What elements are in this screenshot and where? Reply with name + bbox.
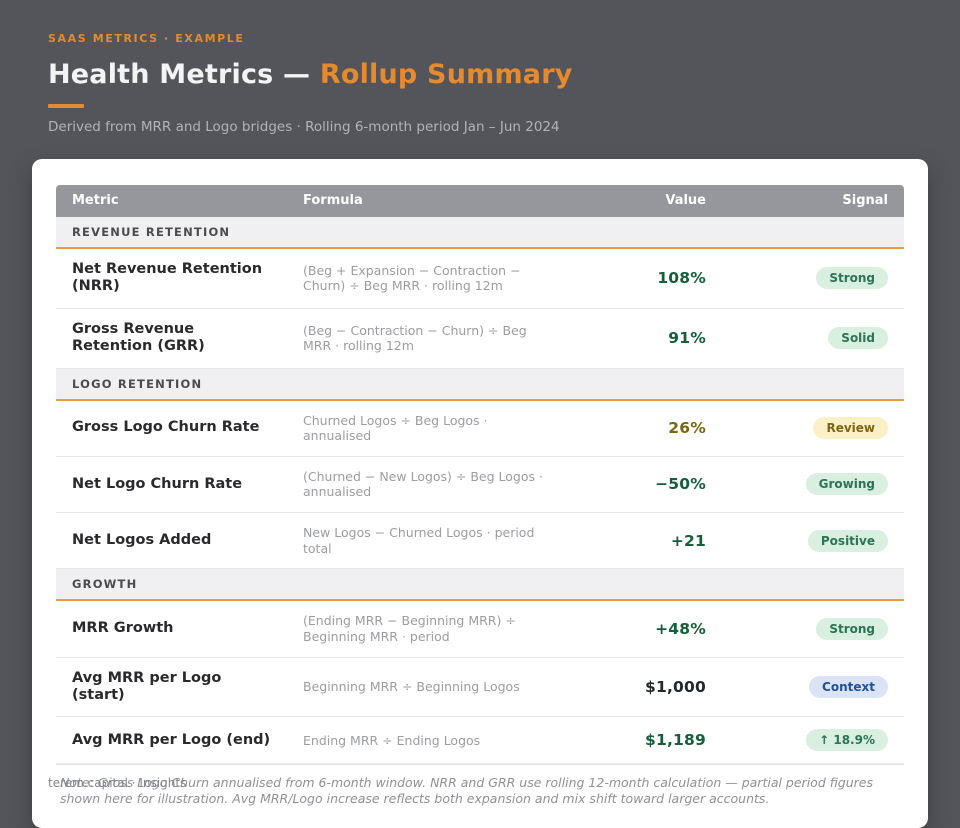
- metric-value: $1,000: [602, 657, 722, 718]
- metric-formula: (Beg + Expansion − Contraction − Churn) …: [287, 248, 602, 309]
- metric-name: Net Logos Added: [56, 512, 287, 570]
- column-header-signal: Signal: [722, 185, 904, 217]
- metric-formula: (Beg − Contraction − Churn) ÷ Beg MRR · …: [287, 308, 602, 369]
- table-row-avg-mrr-end: Avg MRR per Logo (end) Ending MRR ÷ Endi…: [56, 716, 904, 765]
- status-badge: Context: [809, 675, 888, 698]
- metric-value: −50%: [602, 456, 722, 514]
- table-row-avg-mrr-start: Avg MRR per Logo (start) Beginning MRR ÷…: [56, 657, 904, 718]
- footer-brand: terem.capital · Insights: [48, 776, 187, 790]
- metrics-card: Metric Formula Value Signal REVENUE RETE…: [32, 159, 928, 828]
- metric-name: Net Logo Churn Rate: [56, 456, 287, 514]
- signal-cell: Solid: [722, 308, 904, 369]
- table-row-mrr-growth: MRR Growth (Ending MRR − Beginning MRR) …: [56, 600, 904, 658]
- metric-name: Gross Revenue Retention (GRR): [56, 308, 287, 369]
- metric-name: Avg MRR per Logo (start): [56, 657, 287, 718]
- table-row-grr: Gross Revenue Retention (GRR) (Beg − Con…: [56, 308, 904, 369]
- section-label: GROWTH: [56, 568, 904, 602]
- metric-value: $1,189: [602, 716, 722, 765]
- page-subtitle: Derived from MRR and Logo bridges · Roll…: [48, 119, 560, 135]
- signal-cell: Review: [722, 399, 904, 457]
- status-badge: Positive: [807, 529, 888, 552]
- metric-formula: New Logos − Churned Logos · period total: [287, 512, 602, 570]
- status-badge: Strong: [816, 267, 888, 290]
- section-label: LOGO RETENTION: [56, 368, 904, 401]
- page-title-main: Health Metrics —: [48, 59, 320, 90]
- signal-cell: Context: [722, 657, 904, 718]
- signal-cell: Positive: [722, 512, 904, 570]
- title-underline-rule: [48, 104, 84, 108]
- metric-formula: Churned Logos ÷ Beg Logos · annualised: [287, 399, 602, 457]
- table-row-net-logo-churn: Net Logo Churn Rate (Churned − New Logos…: [56, 456, 904, 514]
- table-row-net-logos-added: Net Logos Added New Logos − Churned Logo…: [56, 512, 904, 570]
- section-header-revenue-retention: REVENUE RETENTION: [56, 217, 904, 249]
- column-header-metric: Metric: [56, 185, 287, 217]
- column-header-value: Value: [602, 185, 722, 217]
- status-badge: Growing: [805, 473, 888, 496]
- metric-formula: (Ending MRR − Beginning MRR) ÷ Beginning…: [287, 600, 602, 658]
- metric-formula: (Churned − New Logos) ÷ Beg Logos · annu…: [287, 456, 602, 514]
- metric-value: +21: [602, 512, 722, 570]
- table-row-nrr: Net Revenue Retention (NRR) (Beg + Expan…: [56, 248, 904, 309]
- status-badge: Review: [813, 417, 888, 440]
- status-badge: Solid: [828, 327, 888, 350]
- metric-value: 91%: [602, 308, 722, 369]
- status-badge: Strong: [816, 617, 888, 640]
- kicker-label: SAAS METRICS · EXAMPLE: [48, 32, 245, 45]
- metric-name: MRR Growth: [56, 600, 287, 658]
- column-header-formula: Formula: [287, 185, 602, 217]
- metric-value: +48%: [602, 600, 722, 658]
- metric-value: 26%: [602, 399, 722, 457]
- page-title: Health Metrics — Rollup Summary: [48, 59, 928, 90]
- metrics-table: Metric Formula Value Signal REVENUE RETE…: [56, 185, 904, 765]
- signal-cell: Strong: [722, 600, 904, 658]
- signal-cell: Growing: [722, 456, 904, 514]
- section-header-growth: GROWTH: [56, 568, 904, 602]
- signal-cell: Strong: [722, 248, 904, 309]
- page-title-accent: Rollup Summary: [319, 59, 573, 90]
- metric-formula: Ending MRR ÷ Ending Logos: [287, 716, 602, 765]
- metric-formula: Beginning MRR ÷ Beginning Logos: [287, 657, 602, 718]
- metric-name: Net Revenue Retention (NRR): [56, 248, 287, 309]
- signal-cell: ↑ 18.9%: [722, 716, 904, 765]
- metric-name: Avg MRR per Logo (end): [56, 716, 287, 765]
- section-header-logo-retention: LOGO RETENTION: [56, 368, 904, 401]
- status-badge-up-arrow: ↑ 18.9%: [806, 729, 888, 752]
- section-label: REVENUE RETENTION: [56, 217, 904, 249]
- table-row-gross-logo-churn: Gross Logo Churn Rate Churned Logos ÷ Be…: [56, 399, 904, 457]
- metric-value: 108%: [602, 248, 722, 309]
- metric-name: Gross Logo Churn Rate: [56, 399, 287, 457]
- table-header-row: Metric Formula Value Signal: [56, 185, 904, 217]
- footnote: Note: Gross Logo Churn annualised from 6…: [56, 764, 904, 814]
